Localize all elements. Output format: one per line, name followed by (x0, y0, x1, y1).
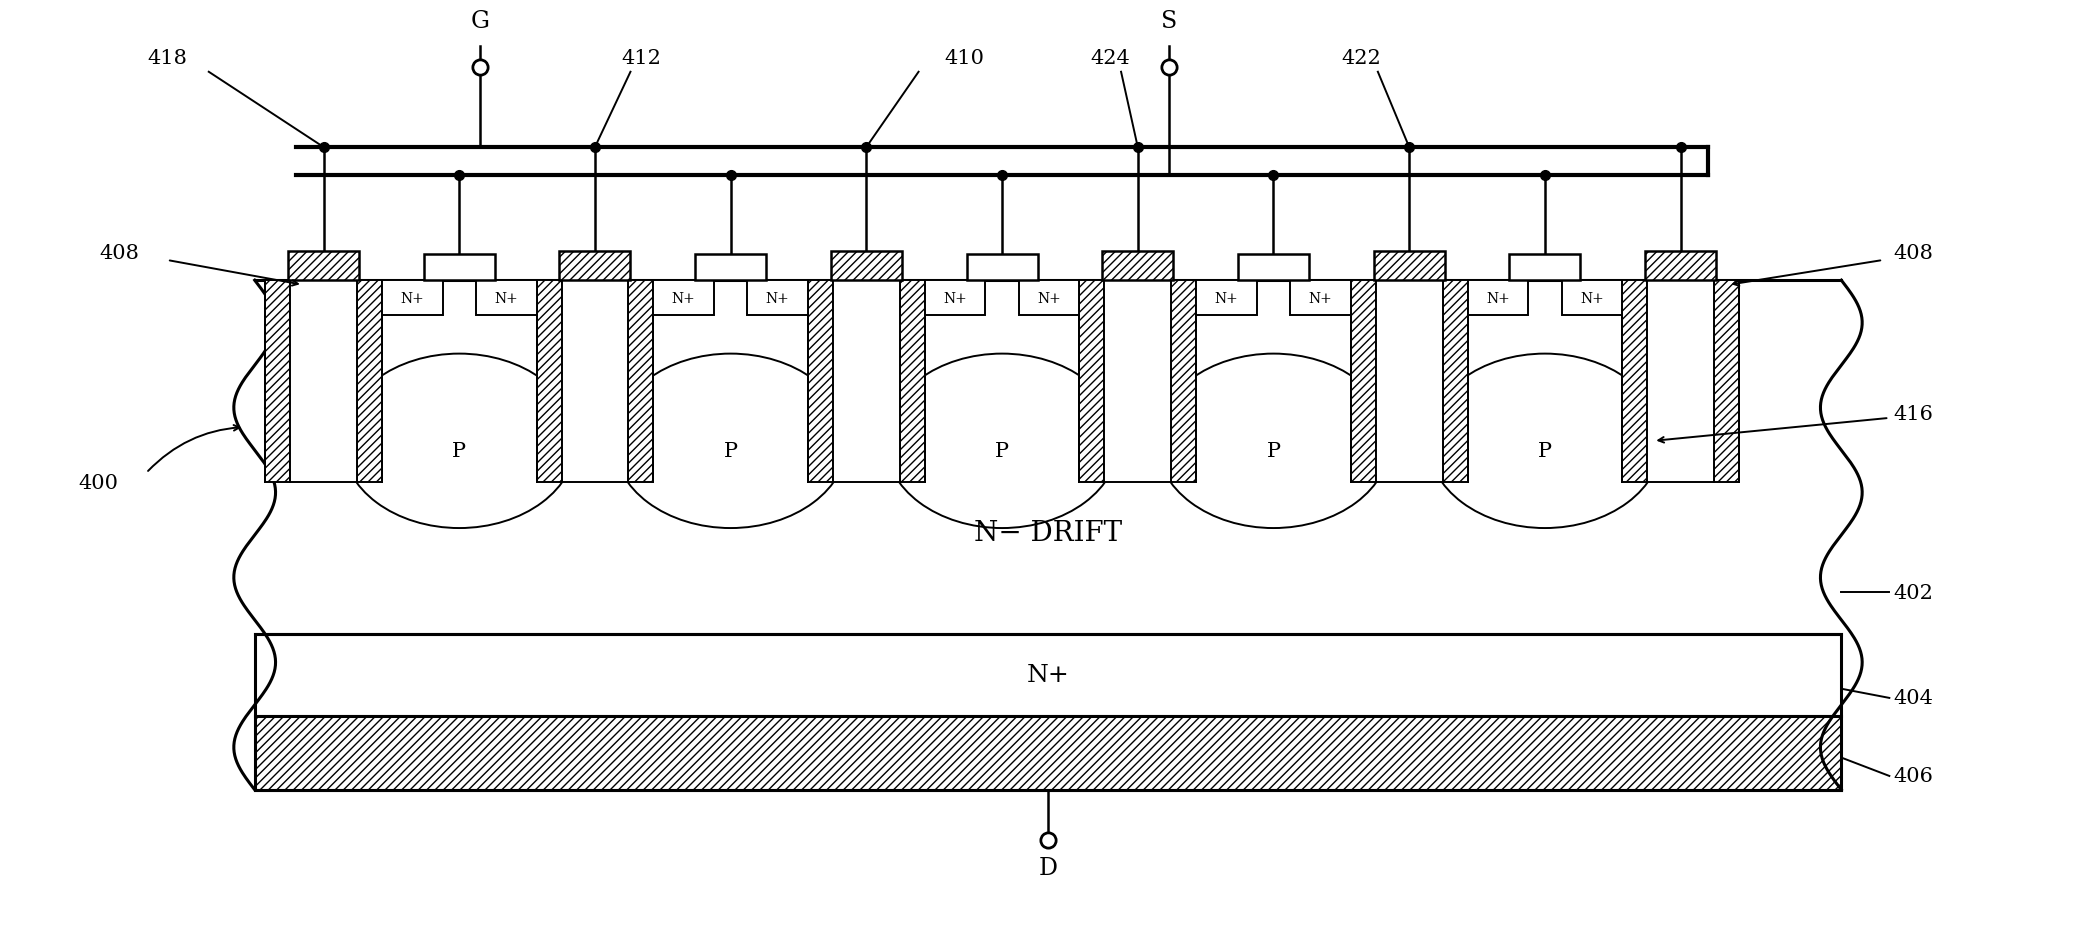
Bar (1562, 281, 1622, 316)
Bar (924, 281, 985, 316)
Text: P: P (996, 441, 1008, 460)
Text: 418: 418 (147, 49, 187, 69)
Text: P: P (1266, 441, 1281, 460)
Bar (256, 717, 1840, 790)
Bar (1647, 281, 1715, 483)
Bar (966, 255, 1038, 281)
Bar (1102, 251, 1174, 281)
Ellipse shape (885, 354, 1119, 528)
Bar (1239, 255, 1310, 281)
Text: P: P (453, 441, 465, 460)
Text: N+: N+ (1580, 291, 1603, 305)
Bar (423, 255, 495, 281)
Text: 416: 416 (1893, 404, 1933, 424)
Text: 406: 406 (1893, 767, 1933, 785)
Bar (807, 281, 832, 483)
Bar (696, 255, 767, 281)
Bar (256, 634, 1840, 717)
Text: 404: 404 (1893, 689, 1933, 707)
Text: D: D (1038, 856, 1058, 879)
Bar (1172, 281, 1197, 483)
Bar (1375, 281, 1442, 483)
Text: N+: N+ (1214, 291, 1239, 305)
Bar (629, 281, 654, 483)
Bar (899, 281, 924, 483)
Text: S: S (1161, 10, 1178, 33)
Bar (287, 251, 358, 281)
Text: N+: N+ (943, 291, 966, 305)
Text: P: P (723, 441, 738, 460)
Bar (1645, 251, 1717, 281)
Text: N+: N+ (1486, 291, 1509, 305)
Bar (1105, 281, 1172, 483)
Text: N+: N+ (1027, 664, 1069, 687)
Bar (256, 281, 1840, 634)
Ellipse shape (1427, 354, 1662, 528)
Ellipse shape (342, 354, 576, 528)
Text: 408: 408 (1893, 244, 1933, 263)
Bar (832, 281, 899, 483)
Text: N+: N+ (400, 291, 423, 305)
Bar (476, 281, 537, 316)
Bar (1715, 281, 1740, 483)
Text: N+: N+ (765, 291, 790, 305)
Text: 402: 402 (1893, 583, 1933, 603)
Bar (1079, 281, 1105, 483)
Bar (1622, 281, 1647, 483)
Text: 408: 408 (99, 244, 138, 263)
Bar (1350, 281, 1375, 483)
Bar (1197, 281, 1258, 316)
Bar (1442, 281, 1467, 483)
Text: N+: N+ (1038, 291, 1061, 305)
Bar (560, 251, 631, 281)
Text: N− DRIFT: N− DRIFT (975, 519, 1121, 547)
Text: N+: N+ (1308, 291, 1333, 305)
Bar (748, 281, 807, 316)
Bar (537, 281, 562, 483)
Bar (264, 281, 289, 483)
Bar (356, 281, 381, 483)
Bar (562, 281, 629, 483)
Text: N+: N+ (673, 291, 696, 305)
Text: G: G (472, 10, 490, 33)
Bar (1291, 281, 1350, 316)
Text: 412: 412 (620, 49, 660, 69)
Text: 410: 410 (945, 49, 985, 69)
Bar (654, 281, 715, 316)
Ellipse shape (1157, 354, 1390, 528)
Text: 422: 422 (1341, 49, 1381, 69)
Bar (1019, 281, 1079, 316)
Text: 400: 400 (78, 473, 117, 492)
Bar (381, 281, 442, 316)
Bar (289, 281, 356, 483)
Bar (830, 251, 901, 281)
Bar (1373, 251, 1444, 281)
Ellipse shape (614, 354, 847, 528)
Text: 424: 424 (1090, 49, 1130, 69)
Text: P: P (1538, 441, 1551, 460)
Bar (1509, 255, 1580, 281)
Text: N+: N+ (495, 291, 518, 305)
Bar (1467, 281, 1528, 316)
